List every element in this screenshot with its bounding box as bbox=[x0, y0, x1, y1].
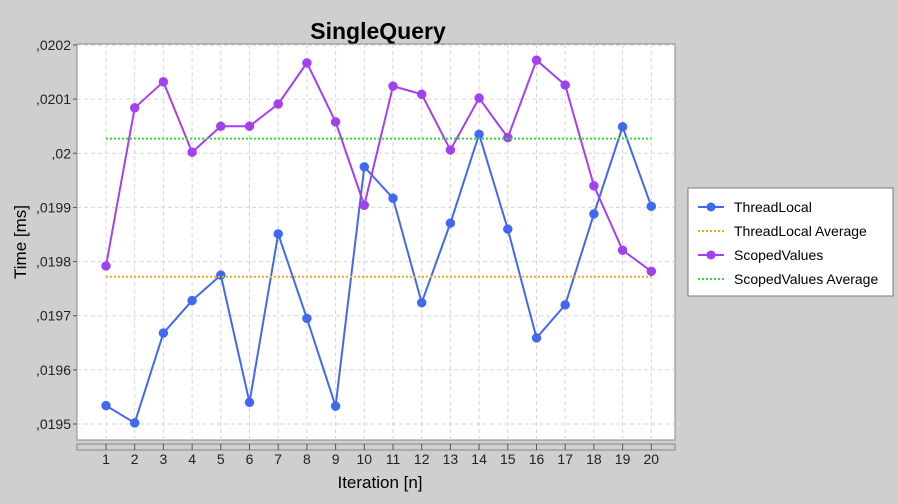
x-tick-label: 8 bbox=[303, 451, 311, 467]
data-point bbox=[158, 77, 169, 87]
data-point bbox=[474, 93, 484, 103]
data-point bbox=[129, 103, 140, 113]
data-point bbox=[388, 81, 398, 91]
data-point bbox=[273, 229, 283, 239]
data-point bbox=[359, 162, 370, 172]
x-tick-label: 4 bbox=[188, 451, 196, 467]
data-point bbox=[187, 295, 197, 306]
x-tick-label: 19 bbox=[615, 451, 631, 467]
data-point bbox=[244, 397, 255, 408]
legend-label[interactable]: ScopedValues bbox=[734, 247, 823, 263]
y-tick-label: ,0201 bbox=[36, 91, 71, 107]
data-point bbox=[560, 80, 570, 90]
x-tick-label: 15 bbox=[500, 451, 516, 467]
x-tick-label: 1 bbox=[102, 451, 110, 467]
x-tick-label: 14 bbox=[471, 451, 487, 467]
legend-label[interactable]: ThreadLocal Average bbox=[734, 223, 867, 239]
series-line-0 bbox=[105, 125, 653, 424]
x-tick-label: 7 bbox=[274, 451, 282, 467]
data-point bbox=[330, 401, 341, 411]
y-axis: ,0195 ,0196 ,0197 ,0198 ,0199 ,02 ,0201 ,0202 bbox=[36, 37, 77, 432]
y-tick-label: ,0197 bbox=[36, 308, 71, 324]
x-tick-label: 6 bbox=[246, 451, 254, 467]
legend-label[interactable]: ScopedValues Average bbox=[734, 271, 878, 287]
data-point bbox=[359, 200, 370, 211]
x-tick-label: 16 bbox=[529, 451, 545, 467]
y-axis-label: Time [ms] bbox=[11, 205, 30, 279]
y-tick-label: ,0202 bbox=[36, 37, 71, 53]
data-point bbox=[617, 245, 628, 255]
x-tick-label: 18 bbox=[586, 451, 602, 467]
x-tick-label: 17 bbox=[557, 451, 573, 467]
data-point bbox=[445, 145, 456, 155]
data-point bbox=[216, 270, 226, 280]
x-tick-label: 9 bbox=[332, 451, 340, 467]
data-point bbox=[474, 129, 484, 140]
x-tick-label: 12 bbox=[414, 451, 430, 467]
x-tick-label: 13 bbox=[443, 451, 459, 467]
data-point bbox=[302, 58, 312, 68]
plot-area bbox=[76, 43, 676, 441]
data-point bbox=[416, 297, 427, 308]
legend[interactable]: ThreadLocal ThreadLocal Average ScopedValu… bbox=[687, 187, 894, 297]
legend-label[interactable]: ThreadLocal bbox=[734, 199, 812, 215]
data-point bbox=[129, 418, 140, 428]
data-point bbox=[503, 224, 513, 234]
y-tick-label: ,0199 bbox=[36, 199, 71, 215]
data-point bbox=[646, 266, 657, 277]
data-point bbox=[416, 89, 427, 100]
data-point bbox=[531, 333, 542, 343]
data-point bbox=[101, 261, 111, 271]
data-point bbox=[187, 147, 197, 157]
data-point bbox=[646, 201, 657, 212]
data-point bbox=[330, 117, 341, 127]
x-tick-label: 11 bbox=[386, 451, 401, 467]
data-point bbox=[589, 181, 599, 191]
data-point bbox=[388, 193, 398, 203]
data-point bbox=[216, 121, 226, 131]
legend-swatch-marker bbox=[706, 202, 716, 212]
data-point bbox=[589, 209, 599, 219]
legend-swatch-marker bbox=[706, 250, 716, 260]
x-tick-label: 20 bbox=[644, 451, 660, 467]
data-point bbox=[302, 313, 312, 324]
y-tick-label: ,02 bbox=[52, 145, 72, 161]
data-point bbox=[560, 300, 570, 310]
x-tick-label: 10 bbox=[357, 451, 373, 467]
x-axis-label: Iteration [n] bbox=[337, 473, 422, 492]
data-point bbox=[101, 400, 111, 411]
x-tick-label: 3 bbox=[160, 451, 168, 467]
chart-title: SingleQuery bbox=[310, 18, 446, 44]
series-line-2 bbox=[105, 59, 652, 273]
x-tick-label: 5 bbox=[217, 451, 225, 467]
y-tick-label: ,0195 bbox=[36, 416, 71, 432]
series-group bbox=[101, 55, 657, 428]
data-point bbox=[158, 328, 169, 338]
y-tick-label: ,0198 bbox=[36, 254, 71, 270]
data-point bbox=[273, 99, 283, 109]
data-point bbox=[503, 132, 513, 143]
data-point bbox=[445, 218, 456, 228]
data-point bbox=[244, 121, 255, 131]
x-axis-band bbox=[76, 443, 676, 451]
data-point bbox=[531, 55, 542, 65]
x-tick-label: 2 bbox=[131, 451, 139, 467]
data-point bbox=[617, 122, 628, 132]
y-tick-label: ,0196 bbox=[36, 362, 71, 378]
x-axis: 1 2 3 4 5 6 7 8 9 10 11 12 13 14 15 16 17 18 19 20 bbox=[76, 443, 676, 467]
